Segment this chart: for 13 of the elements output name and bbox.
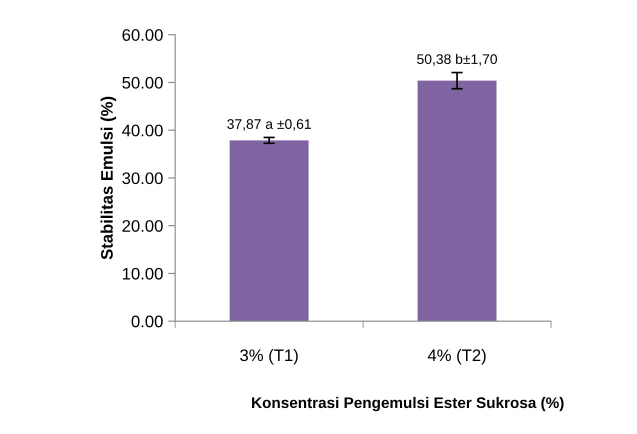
y-axis-title: Stabilitas Emulsi (%) [100, 96, 116, 260]
y-tick-label: 30.00 [122, 172, 163, 184]
y-tick-label: 20.00 [122, 220, 163, 232]
x-tick-label: 3% (T1) [240, 348, 298, 364]
data-label: 50,38 b±1,70 [417, 54, 498, 66]
y-tick-label: 40.00 [122, 124, 163, 136]
y-tick-label: 10.00 [122, 268, 163, 280]
y-tick-label: 0.00 [132, 316, 163, 328]
data-label: 37,87 a ±0,61 [227, 119, 311, 131]
x-axis-title: Konsentrasi Pengemulsi Ester Sukrosa (%) [252, 396, 564, 412]
y-tick-label: 60.00 [122, 29, 163, 41]
x-tick-label: 4% (T2) [428, 348, 486, 364]
y-tick-label: 50.00 [122, 76, 163, 89]
